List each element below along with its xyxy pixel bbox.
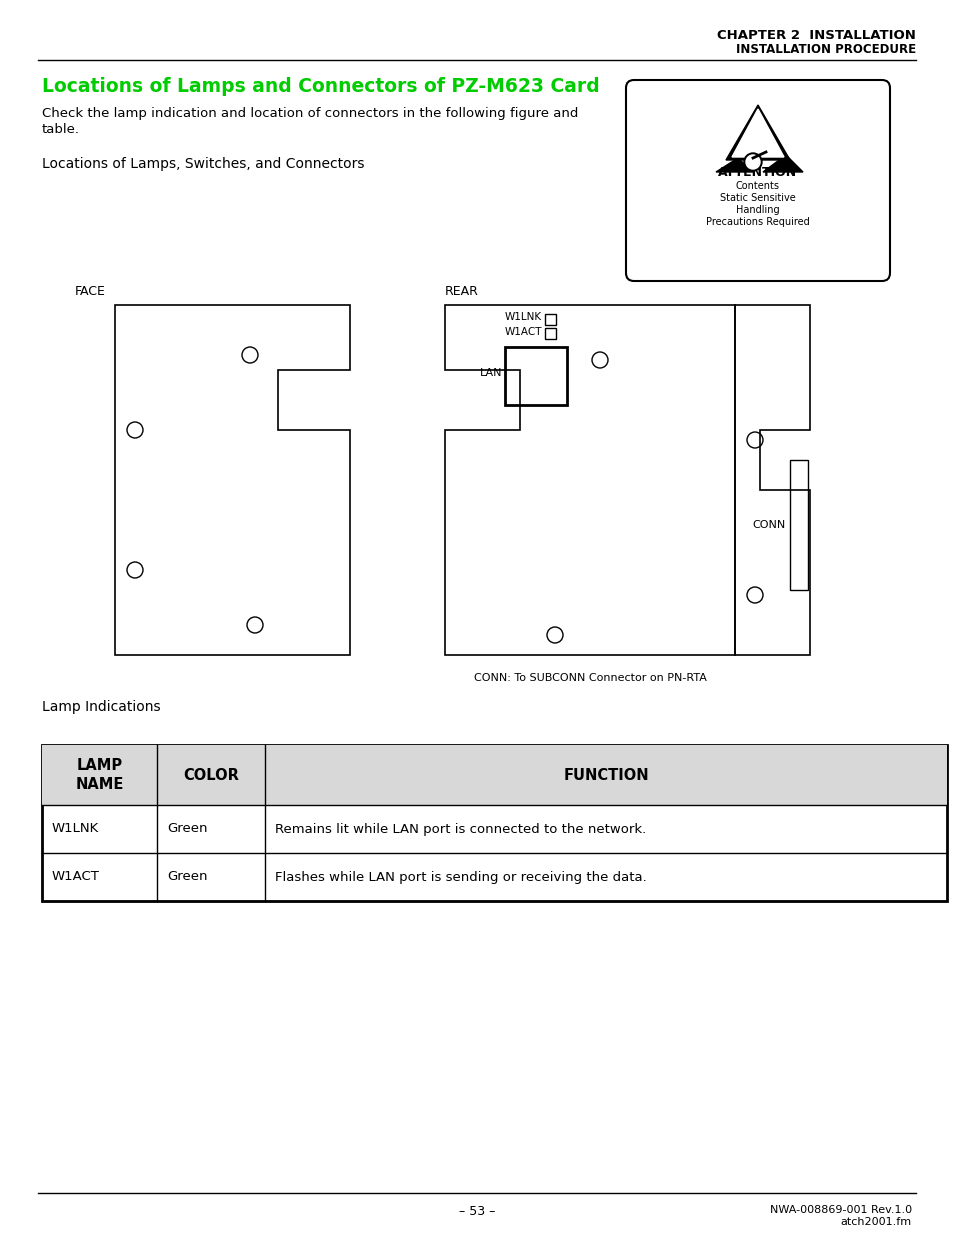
Bar — [42, 745, 946, 902]
Text: CONN: CONN — [752, 520, 785, 530]
Text: Remains lit while LAN port is connected to the network.: Remains lit while LAN port is connected … — [274, 823, 645, 836]
Text: Handling: Handling — [736, 205, 779, 215]
Text: W1LNK: W1LNK — [504, 312, 541, 322]
Text: ATTENTION: ATTENTION — [718, 165, 797, 179]
Text: Check the lamp indication and location of connectors in the following figure and: Check the lamp indication and location o… — [42, 107, 578, 120]
Text: W1ACT: W1ACT — [52, 871, 100, 883]
Polygon shape — [762, 156, 802, 172]
Text: CHAPTER 2  INSTALLATION: CHAPTER 2 INSTALLATION — [717, 28, 915, 42]
Text: Lamp Indications: Lamp Indications — [42, 700, 160, 714]
Bar — [504, 347, 566, 405]
Text: INSTALLATION PROCEDURE: INSTALLATION PROCEDURE — [735, 43, 915, 56]
Text: W1LNK: W1LNK — [52, 823, 99, 836]
Polygon shape — [716, 158, 752, 172]
Polygon shape — [731, 109, 783, 157]
Circle shape — [745, 156, 760, 169]
Text: Locations of Lamps, Switches, and Connectors: Locations of Lamps, Switches, and Connec… — [42, 157, 364, 170]
Circle shape — [743, 153, 761, 170]
Bar — [544, 314, 556, 325]
Text: NWA-008869-001 Rev.1.0: NWA-008869-001 Rev.1.0 — [769, 1205, 911, 1215]
Text: Flashes while LAN port is sending or receiving the data.: Flashes while LAN port is sending or rec… — [274, 871, 646, 883]
Bar — [42, 745, 946, 805]
Text: Contents: Contents — [735, 182, 780, 191]
Text: CONN: To SUBCONN Connector on PN-RTA: CONN: To SUBCONN Connector on PN-RTA — [473, 673, 706, 683]
Polygon shape — [725, 105, 789, 161]
Text: FACE: FACE — [75, 285, 106, 298]
Text: Precautions Required: Precautions Required — [705, 217, 809, 227]
Text: REAR: REAR — [444, 285, 478, 298]
Text: Green: Green — [167, 871, 208, 883]
Text: COLOR: COLOR — [183, 767, 238, 783]
Bar — [789, 459, 807, 590]
Text: Static Sensitive: Static Sensitive — [720, 193, 795, 203]
Text: LAN: LAN — [479, 368, 501, 378]
Text: LAMP
NAME: LAMP NAME — [75, 758, 124, 792]
FancyBboxPatch shape — [625, 80, 889, 282]
Text: atch2001.fm: atch2001.fm — [840, 1216, 911, 1228]
Bar — [544, 329, 556, 338]
Text: FUNCTION: FUNCTION — [562, 767, 648, 783]
Text: table.: table. — [42, 124, 80, 136]
Text: W1ACT: W1ACT — [504, 327, 541, 337]
Text: – 53 –: – 53 – — [458, 1205, 495, 1218]
Text: Green: Green — [167, 823, 208, 836]
Text: Locations of Lamps and Connectors of PZ-M623 Card: Locations of Lamps and Connectors of PZ-… — [42, 77, 599, 96]
